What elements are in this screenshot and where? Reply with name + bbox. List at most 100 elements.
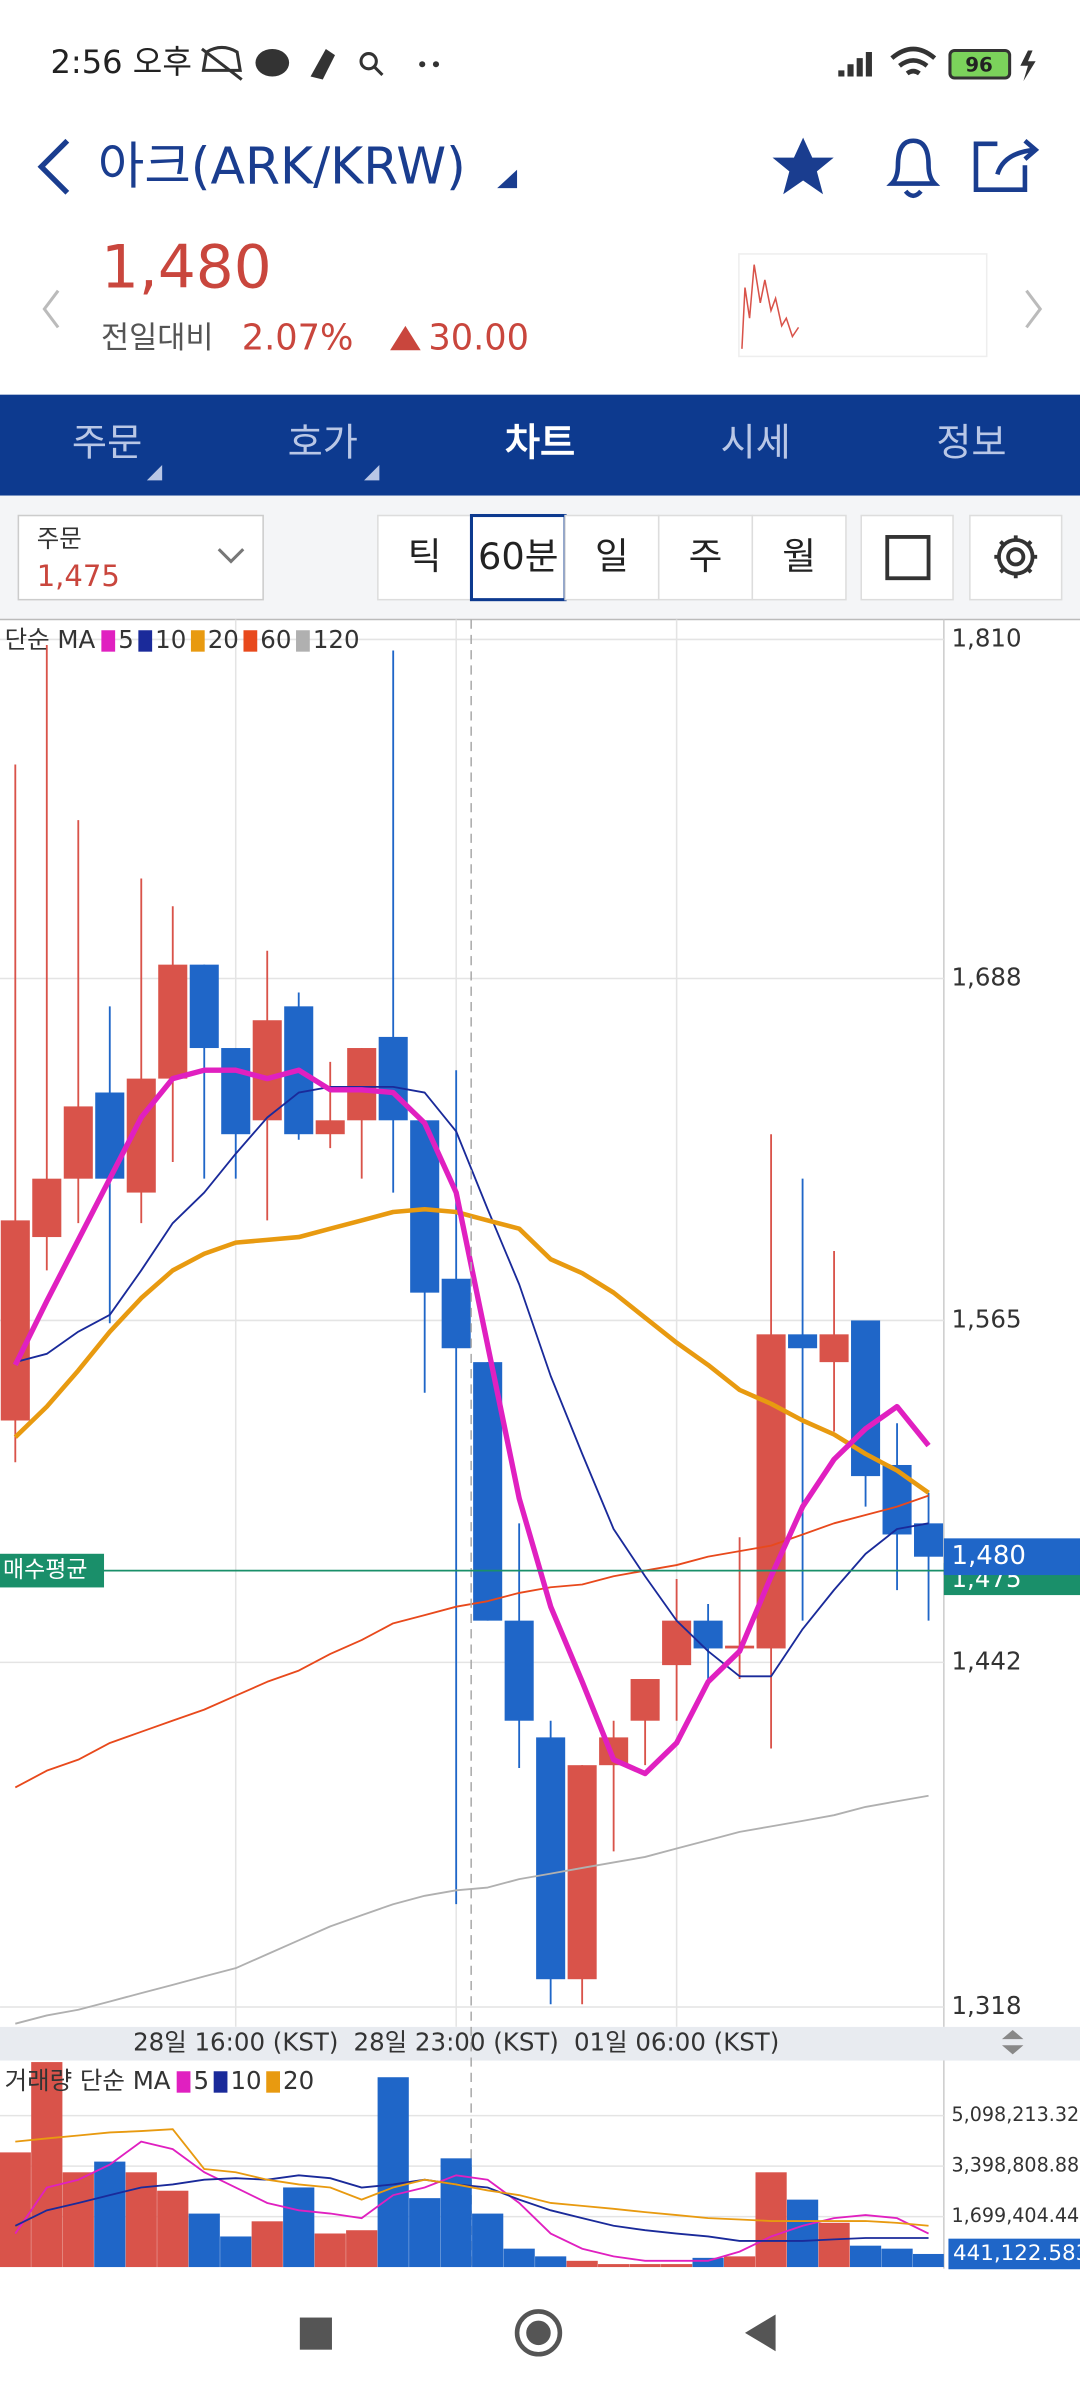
volume-ma-line — [14, 2140, 929, 2262]
period-label: 주 — [689, 535, 723, 578]
tab[interactable]: 주문 — [72, 422, 142, 466]
tab[interactable]: 차트 — [505, 422, 575, 466]
tab-bar — [0, 394, 1080, 496]
candle-body — [221, 1048, 251, 1135]
period-button[interactable] — [564, 514, 660, 601]
period-buttons: 틱 60분 일 주 월 — [377, 513, 847, 602]
tab[interactable]: 정보 — [936, 422, 1006, 466]
candle-body — [693, 1620, 723, 1649]
last-price-label: 1,480 — [951, 1541, 1025, 1571]
volume-bar — [314, 2233, 346, 2268]
favorite-button[interactable] — [772, 137, 834, 195]
volume-bar — [503, 2248, 535, 2268]
candle-body — [536, 1737, 566, 1980]
volume-bar — [786, 2199, 819, 2268]
candle-body — [189, 964, 219, 1049]
mini-chart — [741, 264, 800, 349]
legend-swatch — [138, 630, 153, 652]
volume-bar — [346, 2230, 378, 2268]
candle-body — [630, 1679, 660, 1721]
last-volume-label: 441,122.583 — [953, 2241, 1080, 2266]
volume-bar — [283, 2187, 315, 2268]
candle-body — [914, 1523, 944, 1557]
change-rate: 2.07% — [242, 318, 354, 359]
mini-chart-box — [738, 253, 988, 358]
volume-bar — [0, 2152, 31, 2268]
battery — [948, 48, 1012, 80]
share-button[interactable] — [973, 138, 1040, 192]
order-dropdown[interactable] — [217, 548, 245, 564]
last-price-tag — [943, 1538, 1080, 1576]
legend-label: 거래량 단순 MA — [5, 2066, 171, 2095]
volume-bar — [251, 2221, 283, 2268]
candle-body — [567, 1765, 597, 1980]
legend-item: 20 — [283, 2066, 314, 2095]
candle-body — [32, 1178, 62, 1238]
chart-overlay: 1,318 1,442 1,565 1,688 1,810 28일 16:00 (KST)… — [0, 623, 1080, 2270]
tab[interactable]: 호가 — [288, 422, 358, 466]
tabs: 주문 호가 차트 시세 정보 — [72, 422, 1007, 466]
period-button[interactable] — [469, 513, 567, 602]
volume-bar — [724, 2256, 756, 2268]
back-button[interactable] — [37, 138, 70, 195]
volume-bar — [409, 2198, 441, 2268]
y-tick-label: 1,688 — [951, 963, 1021, 992]
period-label: 일 — [595, 535, 629, 578]
battery-level: 96 — [965, 53, 993, 76]
nav-recent[interactable] — [299, 2317, 332, 2350]
legend-item: 60 — [260, 625, 291, 654]
legend-swatch — [243, 630, 258, 652]
volume-ma-line — [15, 2128, 929, 2227]
tab[interactable]: 시세 — [721, 422, 791, 466]
volume-bar — [377, 2077, 409, 2268]
volume-bar — [849, 2245, 882, 2268]
alarm-button[interactable] — [886, 138, 941, 199]
resize-handle[interactable] — [1001, 2029, 1024, 2055]
volume-bar — [62, 2172, 94, 2268]
legend-label: 단순 MA — [5, 625, 96, 654]
period-label: 60분 — [478, 535, 558, 578]
candle-body — [441, 1278, 471, 1349]
volume-bar — [881, 2248, 913, 2268]
order-box[interactable] — [17, 514, 264, 601]
next-button[interactable] — [1025, 289, 1043, 329]
nav-back[interactable] — [744, 2314, 776, 2352]
candle-body — [315, 1120, 345, 1135]
period-label: 월 — [782, 535, 816, 578]
price-plot — [0, 619, 944, 2027]
nav-home[interactable] — [514, 2309, 563, 2357]
volume-bar — [220, 2236, 252, 2268]
candle-body — [158, 964, 188, 1079]
current-price: 1,480 — [101, 233, 272, 302]
legend-swatch — [266, 2071, 280, 2093]
y-tick-label: 5,098,213.320 — [951, 2103, 1080, 2126]
volume-bar — [912, 2253, 944, 2268]
candle-body — [504, 1620, 534, 1721]
average-buy-tag — [0, 1553, 105, 1588]
market-dropdown[interactable] — [497, 169, 518, 189]
candle-body — [378, 1036, 408, 1121]
legend-item: 5 — [118, 625, 134, 654]
period-button[interactable] — [377, 514, 473, 601]
charging-icon — [1020, 50, 1036, 82]
market-title[interactable]: 아크(ARK/KRW) — [98, 136, 466, 195]
candle-body — [0, 1220, 30, 1421]
volume-bar — [661, 2264, 693, 2268]
candle-body — [788, 1334, 818, 1349]
volume-bar — [566, 2260, 598, 2268]
legend-item: 10 — [231, 2066, 262, 2095]
period-button[interactable] — [751, 514, 847, 601]
y-tick-label: 3,398,808.880 — [951, 2154, 1080, 2177]
volume-plot — [0, 2062, 944, 2268]
settings-button[interactable] — [969, 514, 1063, 601]
legend-swatch — [213, 2071, 228, 2093]
order-value: 1,475 — [37, 559, 120, 593]
candle-body — [347, 1048, 377, 1121]
prev-button[interactable] — [42, 289, 60, 329]
volume-bar — [535, 2256, 567, 2268]
y-tick-label: 1,810 — [951, 623, 1021, 652]
drawing-button[interactable] — [860, 514, 954, 601]
legend-swatch — [176, 2071, 191, 2093]
candle-body — [95, 1092, 125, 1179]
